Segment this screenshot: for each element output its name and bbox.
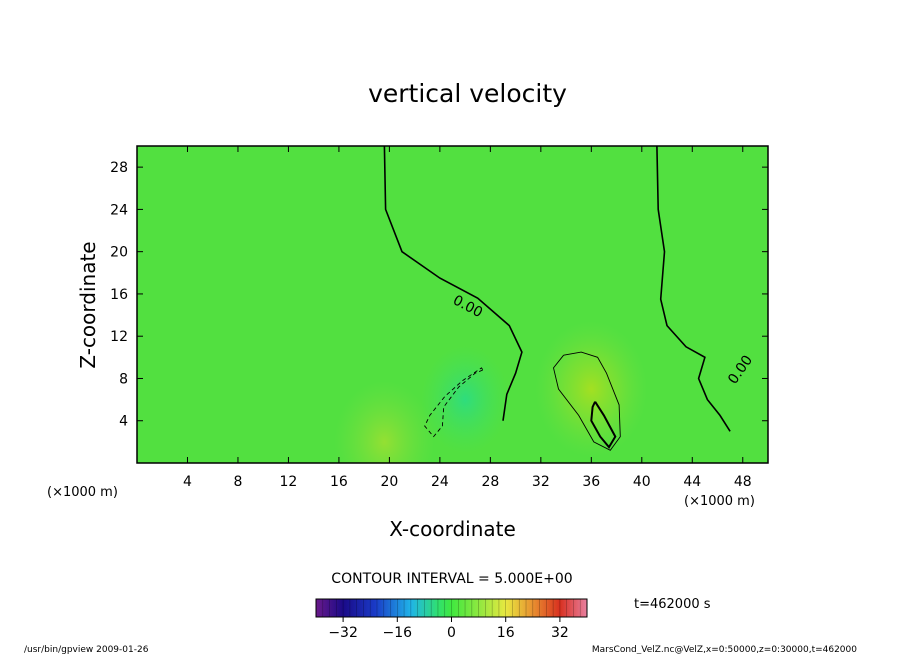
x-axis-title: X-coordinate — [389, 517, 516, 541]
colorbar-tick-label: 0 — [447, 625, 456, 641]
field-feature — [334, 380, 435, 463]
x-tick-label: 48 — [734, 474, 752, 490]
x-tick-label: 36 — [582, 474, 600, 490]
y-tick-label: 20 — [110, 245, 128, 261]
colorbar: −32 −16 0 16 32 — [315, 598, 588, 641]
plot-area — [136, 145, 769, 464]
colorbar-ticks: −32 −16 0 16 32 — [328, 617, 569, 641]
field-feature — [421, 345, 510, 454]
footer-left: /usr/bin/gpview 2009-01-26 — [24, 645, 149, 654]
zero-contour-line — [656, 146, 731, 432]
x-tick-label: 16 — [330, 474, 348, 490]
x-tick-label: 4 — [183, 474, 192, 490]
x-tick-label: 12 — [280, 474, 298, 490]
x-tick-label: 40 — [633, 474, 651, 490]
colorbar-bins — [315, 599, 588, 617]
x-unit-label: (×1000 m) — [47, 485, 118, 500]
y-tick-label: 4 — [119, 414, 128, 430]
field-feature — [535, 321, 648, 458]
plot-frame — [136, 145, 769, 464]
updraft-contour-line — [590, 401, 617, 449]
colorbar-tick-label: 32 — [551, 625, 569, 641]
downdraft-contour-line — [424, 367, 484, 438]
x-tick-label: 44 — [683, 474, 701, 490]
colorbar-tick-label: −32 — [328, 625, 358, 641]
colorbar-tick-label: 16 — [497, 625, 515, 641]
x-tick-label: 20 — [380, 474, 398, 490]
time-label: t=462000 s — [634, 597, 711, 612]
y-tick-label: 28 — [110, 160, 128, 176]
y-axis-ticks: 4 8 12 16 20 24 28 — [110, 160, 768, 430]
chart-title: vertical velocity — [368, 79, 567, 108]
contour-interval: CONTOUR INTERVAL = 5.000E+00 — [331, 571, 572, 587]
contour-lines — [383, 146, 731, 451]
x-axis-ticks: 4 8 12 16 20 24 28 32 36 40 44 48 — [183, 146, 752, 490]
y-tick-label: 16 — [110, 287, 128, 303]
y-tick-label: 12 — [110, 329, 128, 345]
colorbar-tick-label: −16 — [383, 625, 413, 641]
x-tick-label: 28 — [481, 474, 499, 490]
x-tick-label: 8 — [233, 474, 242, 490]
y-tick-label: 8 — [119, 371, 128, 387]
y-tick-label: 24 — [110, 202, 128, 218]
footer-right: MarsCond_VelZ.nc@VelZ,x=0:50000,z=0:3000… — [592, 645, 857, 654]
z-unit-label: (×1000 m) — [684, 494, 755, 509]
x-tick-label: 24 — [431, 474, 449, 490]
zero-contour-line — [383, 146, 523, 421]
updraft-contour-line — [553, 351, 621, 451]
y-axis-title: Z-coordinate — [76, 241, 100, 368]
x-tick-label: 32 — [532, 474, 550, 490]
